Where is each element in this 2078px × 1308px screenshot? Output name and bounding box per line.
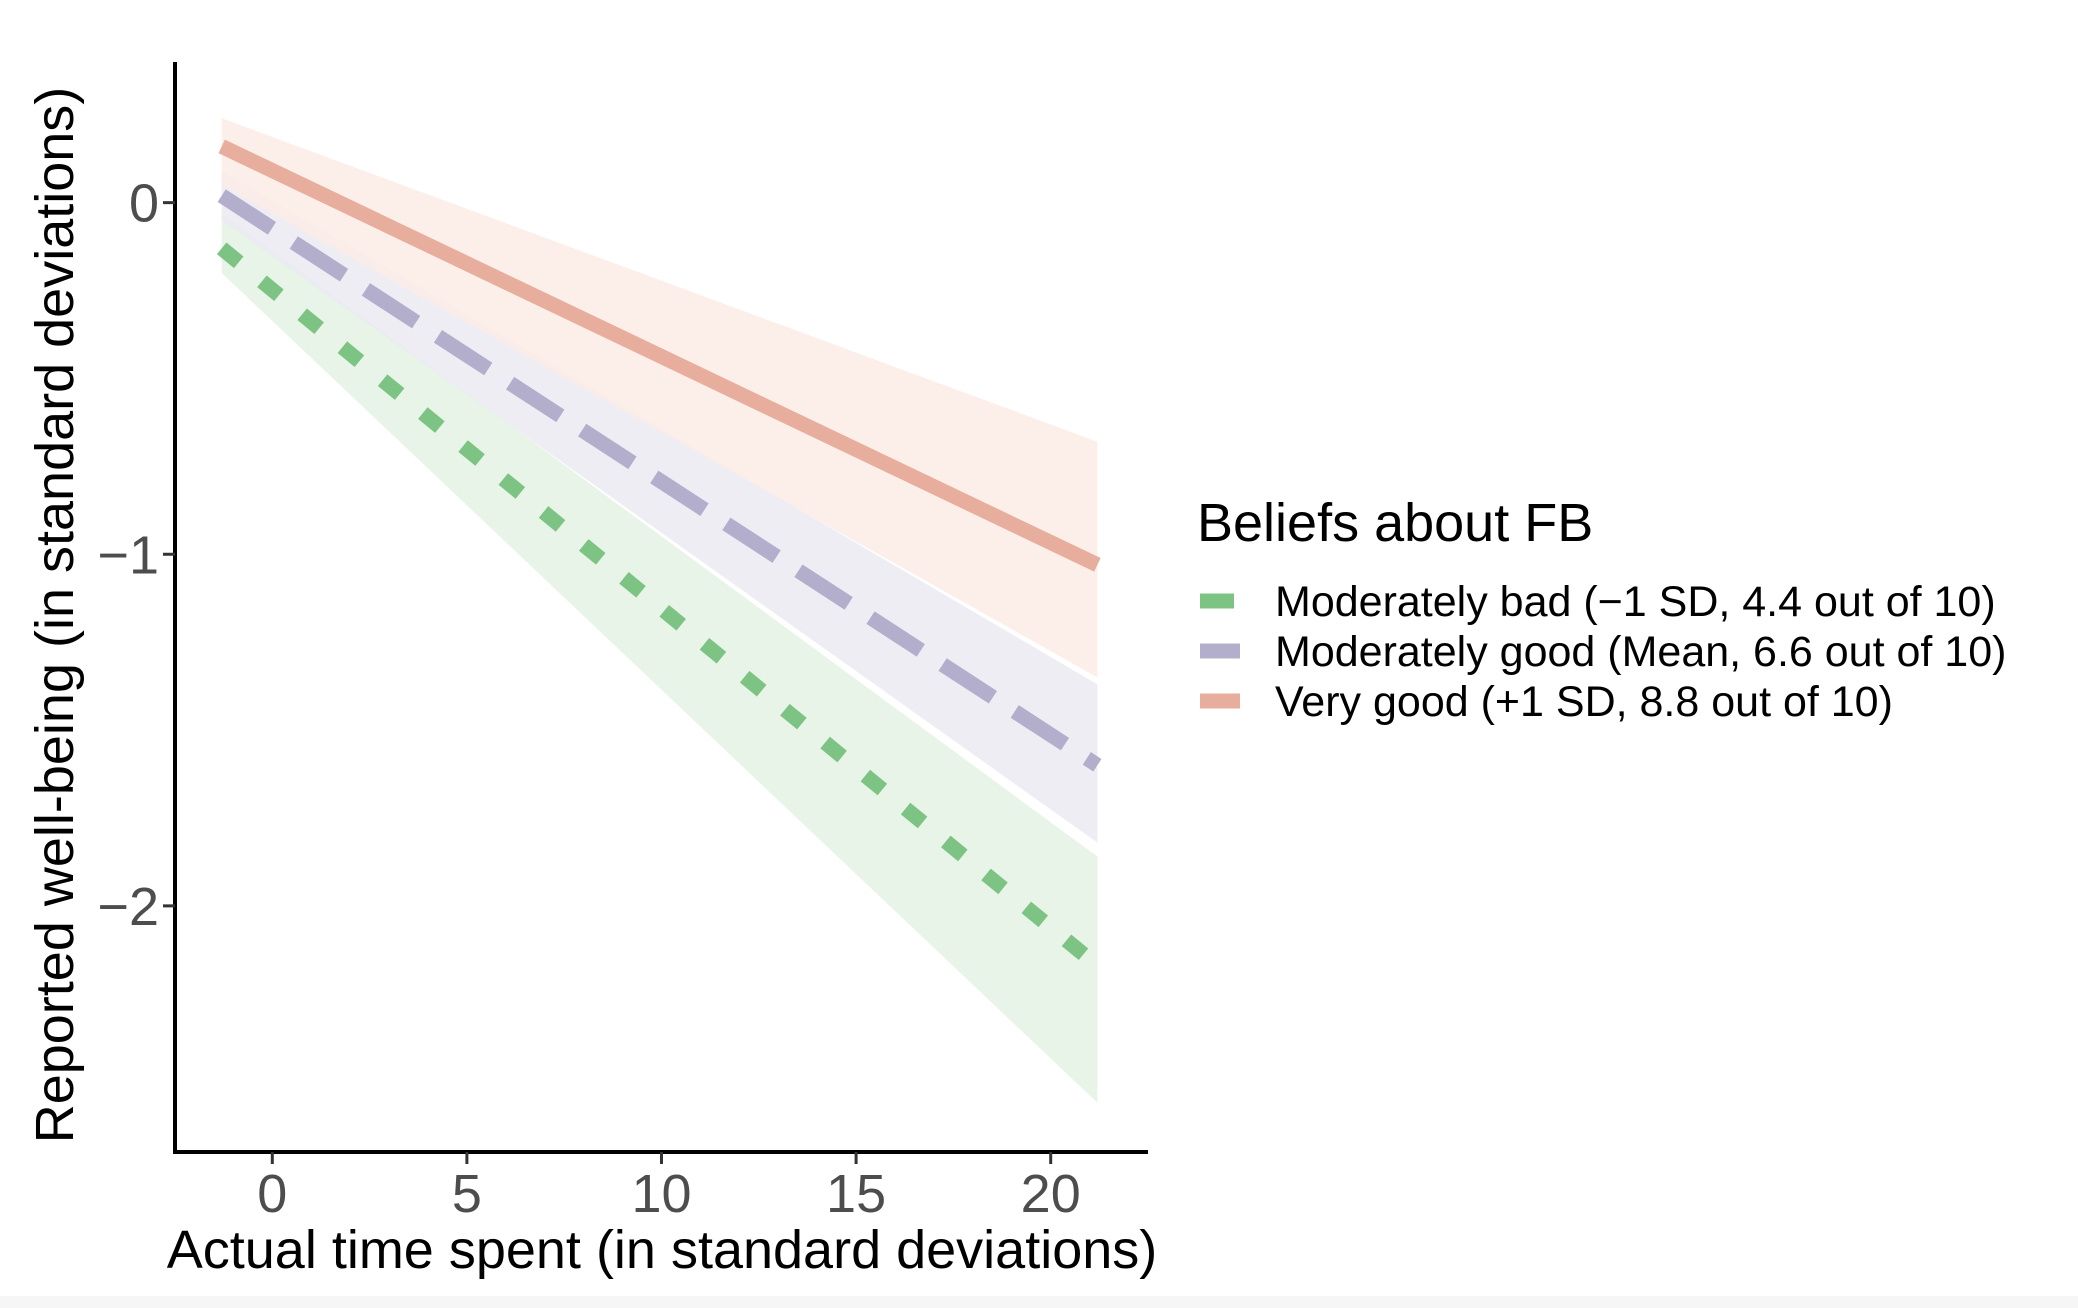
- legend-items: Moderately bad (−1 SD, 4.4 out of 10)Mod…: [1200, 578, 2006, 726]
- series-line-2: [217, 189, 1102, 772]
- x-axis-title: Actual time spent (in standard deviation…: [167, 1220, 1158, 1280]
- legend-label-2: Moderately good (Mean, 6.6 out of 10): [1275, 628, 2006, 676]
- x-tick-label: 10: [631, 1164, 691, 1224]
- confidence-bands: [221, 118, 1098, 1103]
- y-ticks: −2 −1 0: [97, 174, 175, 937]
- legend-label-1: Moderately bad (−1 SD, 4.4 out of 10): [1275, 578, 1996, 626]
- y-tick-label: −1: [97, 525, 159, 585]
- confidence-band-1: [221, 213, 1098, 1103]
- legend-title: Beliefs about FB: [1197, 493, 1593, 553]
- legend: Beliefs about FB Moderately bad (−1 SD, …: [1197, 493, 2006, 726]
- x-tick-label: 5: [452, 1164, 482, 1224]
- series-line-3: [218, 139, 1101, 572]
- x-tick-label: 0: [257, 1164, 287, 1224]
- series-line-1: [216, 242, 1103, 972]
- y-axis-title: Reported well-being (in standard deviati…: [25, 87, 85, 1144]
- x-tick-label: 20: [1021, 1164, 1081, 1224]
- bottom-strip: [0, 1296, 2078, 1308]
- y-tick-label: 0: [129, 174, 159, 234]
- x-ticks: 0 5 10 15 20: [257, 1152, 1081, 1224]
- legend-label-3: Very good (+1 SD, 8.8 out of 10): [1275, 678, 1893, 726]
- x-tick-label: 15: [826, 1164, 886, 1224]
- series-lines: [216, 139, 1103, 972]
- y-tick-label: −2: [97, 877, 159, 937]
